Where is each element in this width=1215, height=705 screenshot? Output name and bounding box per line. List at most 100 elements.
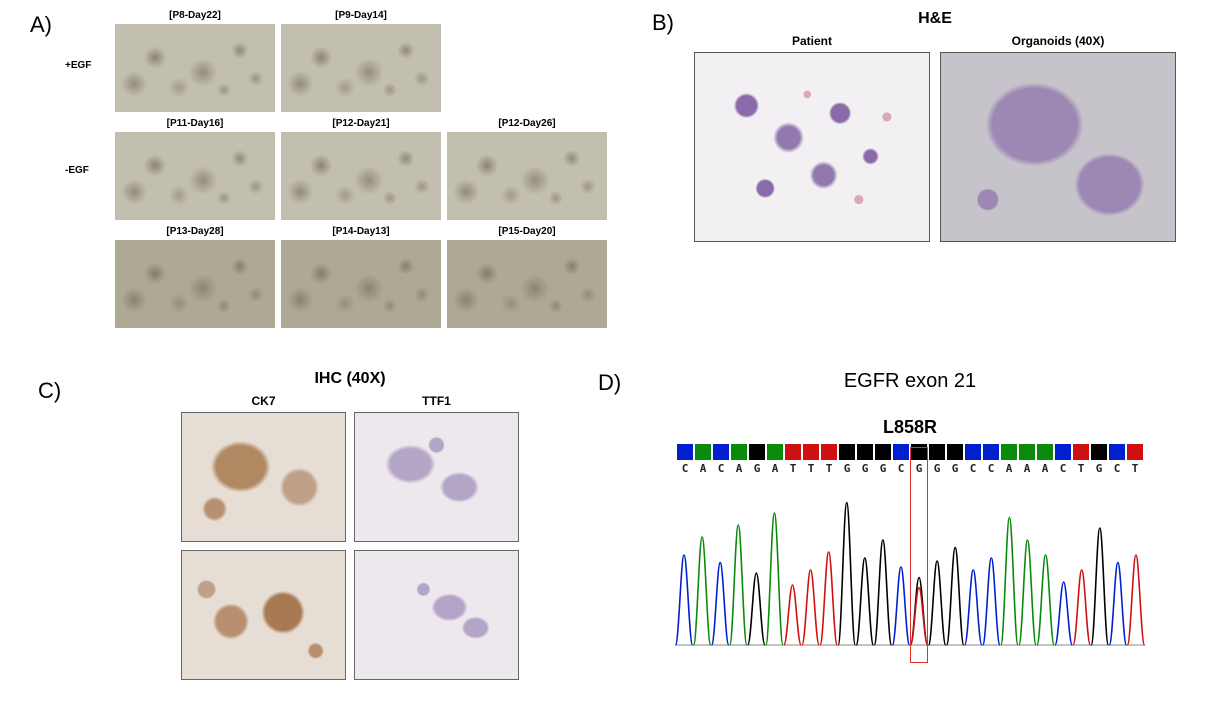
brightfield-image [281,24,441,112]
sequence-letter: C [965,462,981,475]
sequence-letter: T [1073,462,1089,475]
brightfield-image [115,240,275,328]
sequence-letter: T [1127,462,1143,475]
panel-a-cell: [P15-Day20] [447,226,607,328]
panel-b: H&E Patient Organoids (40X) [690,10,1180,242]
panel-label-c: C) [38,378,61,404]
brightfield-image [447,240,607,328]
ihc-ttf1-row1 [354,412,519,542]
mutation-highlight-box [910,447,928,663]
panel-a-cell: [P11-Day16] [115,118,275,220]
panel-label-b: B) [652,10,674,36]
he-image-organoid [940,52,1176,242]
sequence-square [767,444,783,460]
sequence-letter: C [713,462,729,475]
ihc-ttf1-row2 [354,550,519,680]
panel-a-cell: [P12-Day26] [447,118,607,220]
sequence-letter: G [857,462,873,475]
panel-b-right-label: Organoids (40X) [940,34,1176,48]
panel-a-cell-label: [P9-Day14] [281,10,441,21]
sequence-letter: C [1055,462,1071,475]
panel-a-cell-label: [P11-Day16] [115,118,275,129]
row-label-plus-egf: +EGF [65,60,91,71]
panel-a-cell-label: [P8-Day22] [115,10,275,21]
sequence-letter: T [803,462,819,475]
brightfield-image [281,132,441,220]
panel-a-cell: [P12-Day21] [281,118,441,220]
sequence-letter: G [1091,462,1107,475]
panel-a-cell: [P14-Day13] [281,226,441,328]
sequence-square [713,444,729,460]
panel-c-title: IHC (40X) [150,370,550,388]
panel-b-left-label: Patient [694,34,930,48]
sequence-square [749,444,765,460]
sequence-letter: A [1037,462,1053,475]
panel-a-cell: [P9-Day14] [281,10,441,112]
sequence-square [1055,444,1071,460]
ihc-ck7-row1 [181,412,346,542]
sequence-square [785,444,801,460]
sequence-square [947,444,963,460]
sequence-letter: A [731,462,747,475]
he-image-patient [694,52,930,242]
sequence-letter: G [875,462,891,475]
panel-c: IHC (40X) CK7 TTF1 [150,370,550,680]
sequence-letter: C [677,462,693,475]
panel-a-cell-label: [P12-Day26] [447,118,607,129]
mutation-label: L858R [650,417,1170,438]
brightfield-image [115,24,275,112]
sequence-square [1001,444,1017,460]
sequence-square [731,444,747,460]
sequence-square [929,444,945,460]
panel-a-cell-label: [P13-Day28] [115,226,275,237]
panel-a: +EGF -EGF [P8-Day22][P9-Day14][P11-Day16… [95,10,615,328]
sequence-square [821,444,837,460]
panel-d-title: EGFR exon 21 [630,370,1190,393]
sequence-square [893,444,909,460]
sequence-square [857,444,873,460]
row-label-minus-egf: -EGF [65,165,89,176]
panel-d: EGFR exon 21 L858R CACAGATTTGGGCGGGCCAAA… [630,370,1190,697]
sequence-square [1037,444,1053,460]
sequence-letter: G [929,462,945,475]
chromatogram: L858R CACAGATTTGGGCGGGCCAAACTGCT [650,417,1170,697]
panel-a-cell-label: [P14-Day13] [281,226,441,237]
sequence-letter: G [839,462,855,475]
sequence-letter: C [983,462,999,475]
sequence-square [875,444,891,460]
brightfield-image [115,132,275,220]
panel-a-cell-label: [P15-Day20] [447,226,607,237]
panel-c-left-label: CK7 [181,394,346,408]
sequence-letter: C [1109,462,1125,475]
sequence-letter: T [821,462,837,475]
sequence-square [1073,444,1089,460]
panel-b-title: H&E [690,10,1180,28]
panel-a-cell [447,10,607,112]
sequence-letter: C [893,462,909,475]
panel-label-d: D) [598,370,621,396]
panel-a-cell: [P13-Day28] [115,226,275,328]
sequence-square [965,444,981,460]
sequence-letter: T [785,462,801,475]
brightfield-image [447,132,607,220]
sequence-square [1127,444,1143,460]
sequence-square [803,444,819,460]
panel-a-cell-label: [P12-Day21] [281,118,441,129]
sequence-square [677,444,693,460]
sequence-letter: A [1001,462,1017,475]
sequence-square [1019,444,1035,460]
sequence-square [1091,444,1107,460]
sequence-square [983,444,999,460]
ihc-ck7-row2 [181,550,346,680]
sequence-letter: A [767,462,783,475]
panel-a-grid: [P8-Day22] [P9-Day14] [P11-Day16] [P12-Day2… [115,10,615,328]
brightfield-image [281,240,441,328]
panel-c-right-label: TTF1 [354,394,519,408]
sequence-letter: G [947,462,963,475]
panel-label-a: A) [30,12,52,38]
sequence-square [1109,444,1125,460]
sequence-square [695,444,711,460]
sequence-letter: A [1019,462,1035,475]
panel-a-cell: [P8-Day22] [115,10,275,112]
sequence-letter: A [695,462,711,475]
